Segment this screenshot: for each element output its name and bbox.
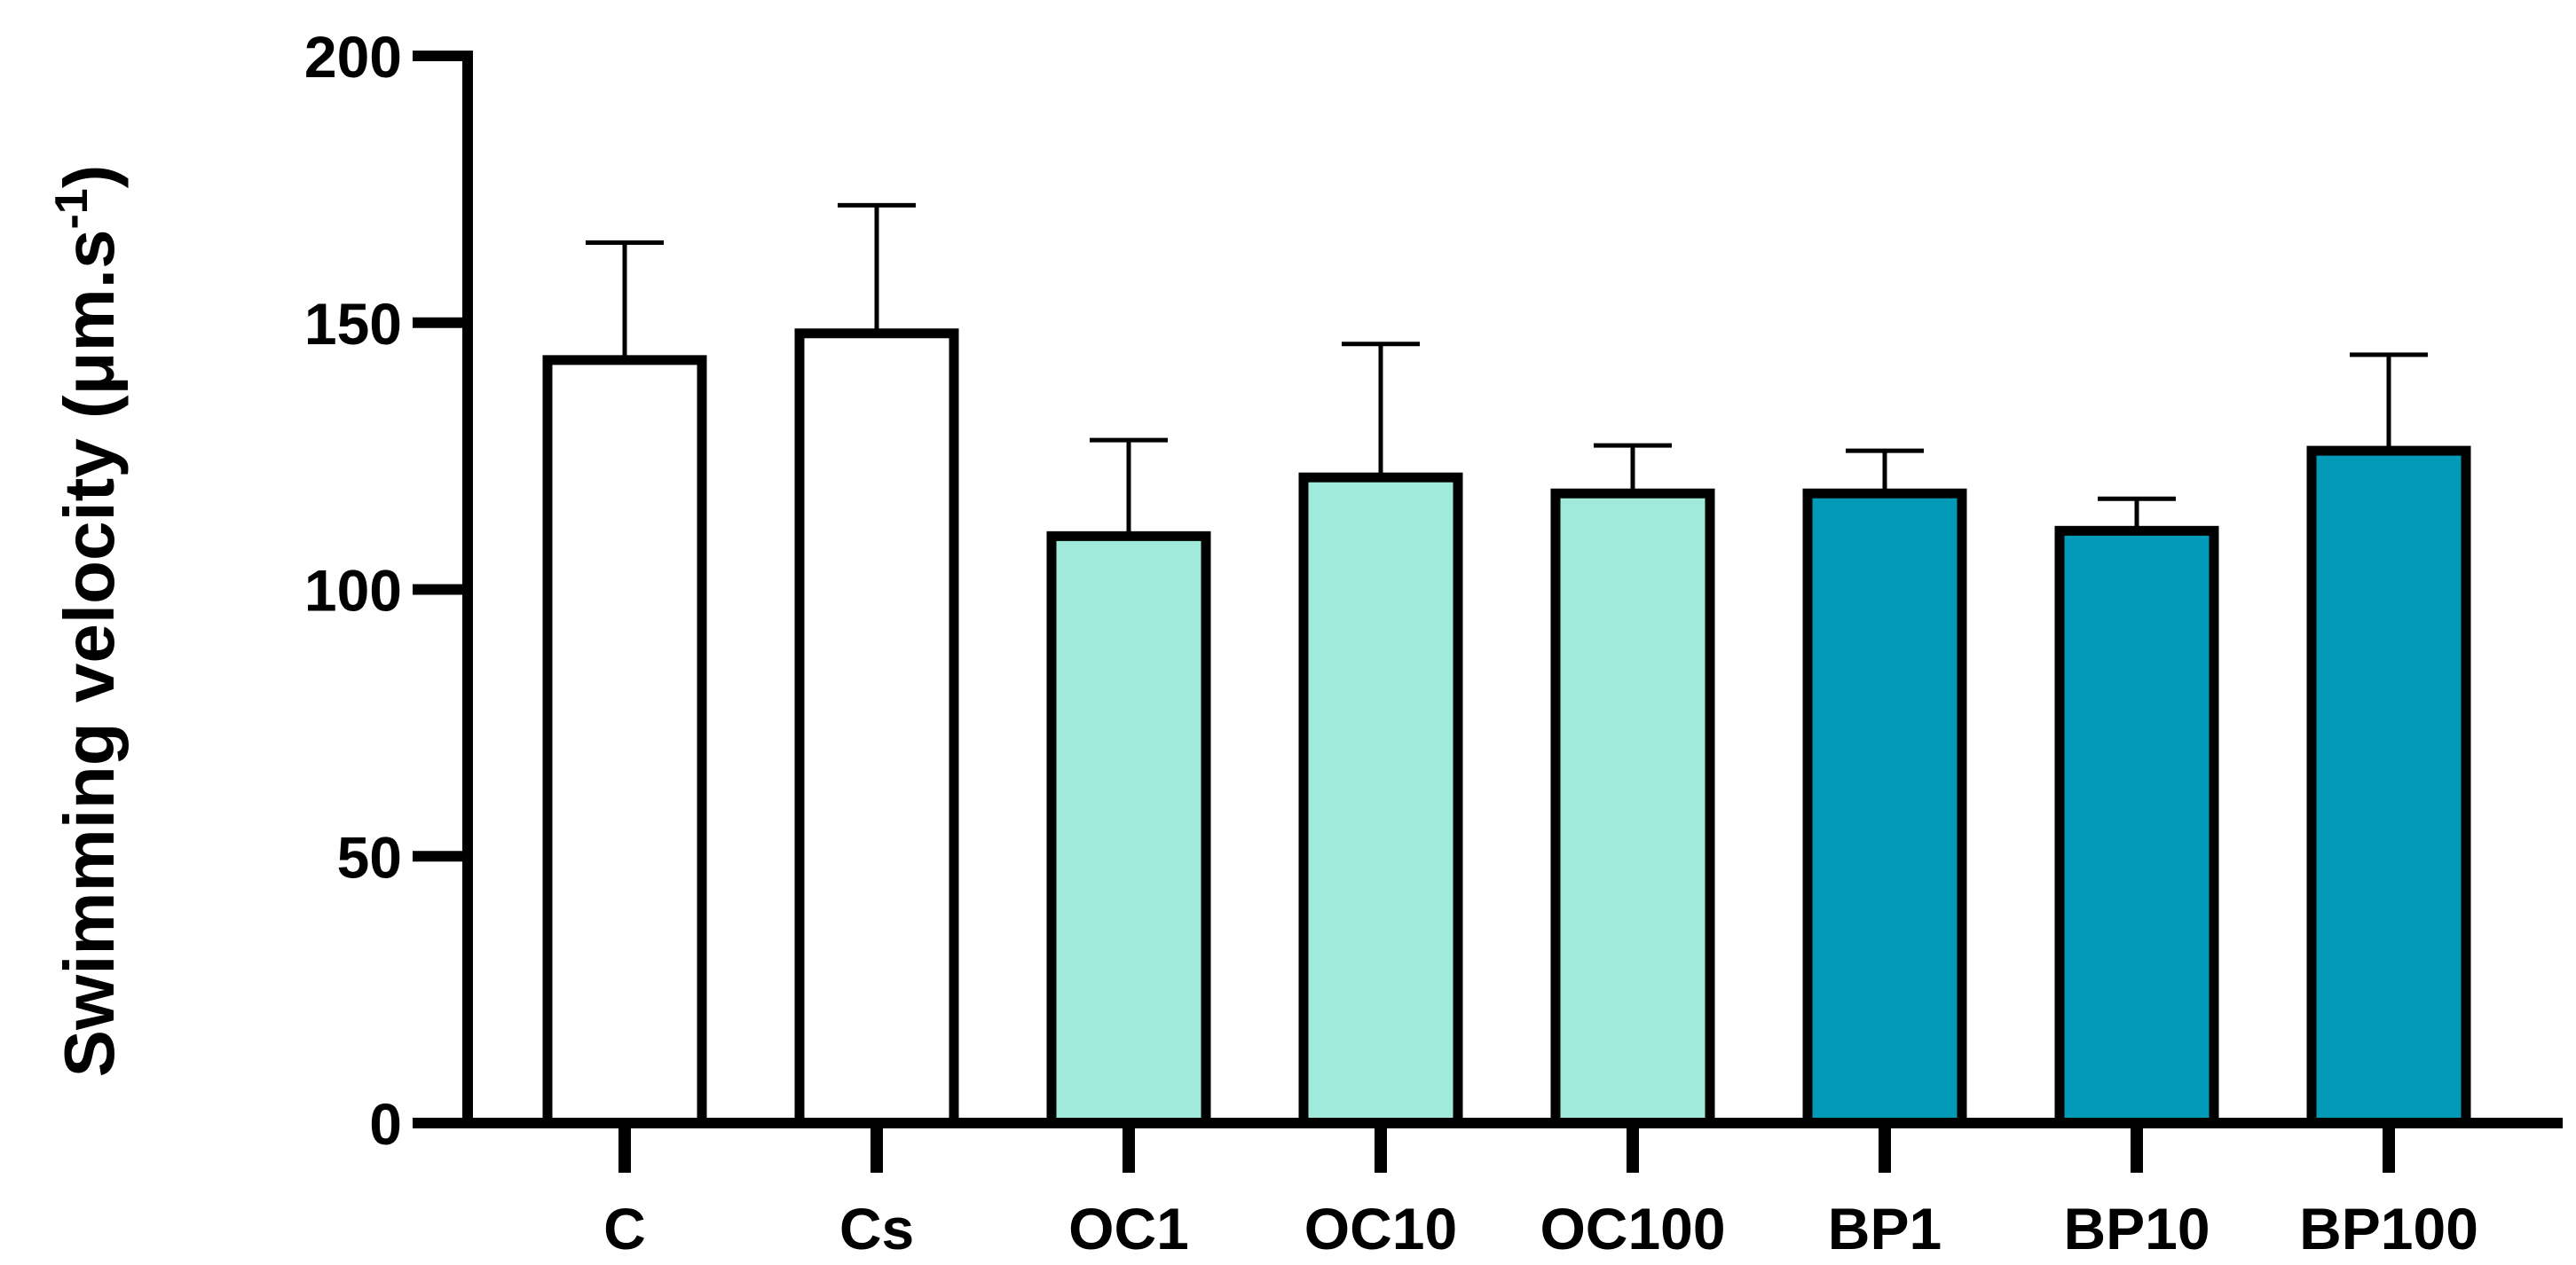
- y-tick-label: 200: [304, 24, 402, 90]
- y-tick-label: 100: [304, 558, 402, 624]
- x-tick-label: OC100: [1540, 1196, 1725, 1261]
- y-axis-title-main: Swimming velocity (μm.s: [50, 230, 129, 1078]
- bar-bp10: [2054, 525, 2219, 1128]
- x-tick-label: OC1: [1068, 1196, 1189, 1261]
- bar-oc100: [1550, 488, 1715, 1128]
- bar-oc1: [1046, 530, 1211, 1128]
- y-axis-title: Swimming velocity (μm.s-1): [46, 165, 129, 1078]
- bars-layer: [542, 328, 2471, 1128]
- bar-cs: [794, 328, 959, 1128]
- y-tick-label: 50: [337, 824, 402, 890]
- y-tick-label: 0: [369, 1091, 402, 1157]
- y-axis-title-superscript: -1: [46, 188, 98, 229]
- x-tick-label: BP1: [1828, 1196, 1942, 1261]
- x-tick-label: BP10: [2063, 1196, 2210, 1261]
- y-ticks-layer: 0 50 100 150 200: [304, 24, 468, 1157]
- x-tick-label: OC10: [1304, 1196, 1457, 1261]
- axes-layer: [413, 51, 2563, 1128]
- bar-bp1: [1802, 488, 1967, 1128]
- error-bars-layer: [586, 202, 2428, 537]
- x-tick-label: BP100: [2299, 1196, 2478, 1261]
- bar-bp100: [2306, 445, 2471, 1128]
- x-tick-label: C: [603, 1196, 646, 1261]
- y-tick-label: 150: [304, 291, 402, 357]
- x-tick-label: Cs: [839, 1196, 914, 1261]
- bar-oc10: [1298, 472, 1463, 1128]
- x-ticks-layer: C Cs OC1 OC10 OC100 BP1 BP10 BP100: [603, 1123, 2478, 1261]
- y-axis-title-suffix: ): [50, 165, 129, 189]
- bar-c: [542, 355, 707, 1128]
